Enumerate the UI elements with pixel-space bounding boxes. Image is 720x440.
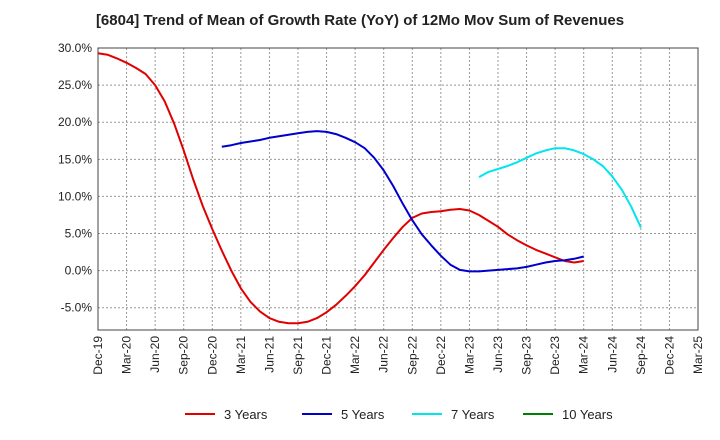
y-tick-label: 20.0%: [58, 115, 92, 129]
series-line-5-years: [221, 130, 584, 273]
y-tick-label: 10.0%: [58, 189, 92, 203]
x-tick-label: Dec-23: [548, 336, 562, 375]
x-tick-label: Jun-23: [491, 336, 505, 373]
x-tick-label: Jun-22: [377, 336, 391, 373]
x-tick-label: Jun-20: [148, 336, 162, 373]
y-tick-label: 15.0%: [58, 152, 92, 166]
x-tick-label: Dec-21: [320, 336, 334, 375]
x-axis-ticks: Dec-19 Mar-20 Jun-20 Sep-20 Dec-20 Mar-21 Jun-…: [91, 336, 705, 375]
legend-label-3-years: 3 Years: [224, 407, 268, 422]
x-tick-label: Mar-21: [234, 336, 248, 374]
y-tick-label: -5.0%: [61, 301, 93, 315]
y-tick-label: 25.0%: [58, 78, 92, 92]
y-axis-ticks: 30.0% 25.0% 20.0% 15.0% 10.0% 5.0% 0.0% -5.0%: [58, 41, 92, 315]
x-tick-label: Jun-21: [262, 336, 276, 373]
x-tick-label: Sep-20: [177, 336, 191, 375]
chart-title: [6804] Trend of Mean of Growth Rate (YoY…: [95, 12, 625, 29]
y-tick-label: 30.0%: [58, 41, 92, 55]
plot-area-border: [97, 47, 699, 331]
x-tick-label: Sep-22: [405, 336, 419, 375]
x-tick-label: Mar-23: [462, 336, 476, 374]
x-tick-label: Dec-19: [91, 336, 105, 375]
series-line-3-years: [97, 52, 584, 325]
x-tick-label: Mar-22: [348, 336, 362, 374]
x-tick-label: Sep-21: [291, 336, 305, 375]
grid-lines: [97, 47, 699, 330]
x-tick-label: Mar-24: [577, 336, 591, 374]
x-tick-label: Dec-22: [434, 336, 448, 375]
legend: 3 Years 5 Years 7 Years 10 Years: [185, 407, 613, 422]
legend-label-5-years: 5 Years: [341, 407, 385, 422]
x-tick-label: Dec-24: [662, 336, 676, 375]
x-tick-label: Jun-24: [605, 336, 619, 373]
x-tick-label: Sep-23: [520, 336, 534, 375]
series-line-7-years: [478, 147, 642, 229]
legend-label-10-years: 10 Years: [562, 407, 613, 422]
plot-frame: [97, 47, 699, 331]
y-tick-label: 5.0%: [65, 227, 93, 241]
x-tick-label: Dec-20: [205, 336, 219, 375]
x-tick-label: Mar-25: [691, 336, 705, 374]
legend-label-7-years: 7 Years: [451, 407, 495, 422]
x-tick-label: Mar-20: [120, 336, 134, 374]
series-lines: [97, 52, 642, 325]
y-tick-label: 0.0%: [65, 264, 93, 278]
x-tick-label: Sep-24: [634, 336, 648, 375]
